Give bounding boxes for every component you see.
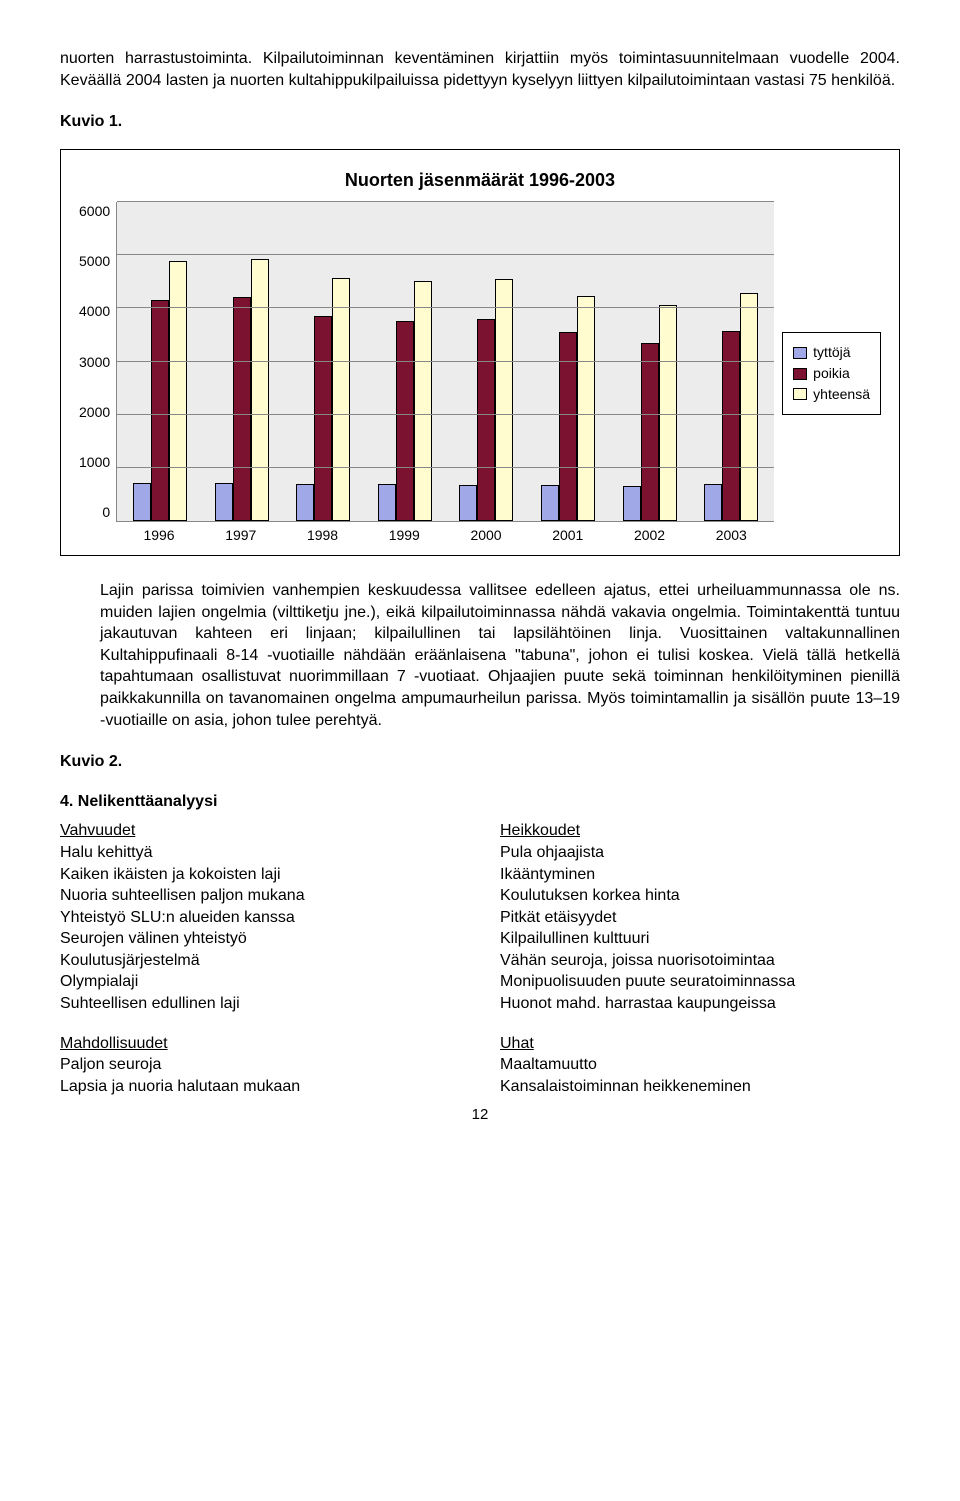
bar bbox=[414, 281, 432, 522]
legend-item: yhteensä bbox=[793, 385, 870, 404]
section-4-heading: 4. Nelikenttäanalyysi bbox=[60, 791, 900, 813]
swot-item: Kansalaistoiminnan heikkeneminen bbox=[500, 1076, 900, 1098]
bar-group bbox=[704, 293, 758, 521]
swot-strengths: VahvuudetHalu kehittyäKaiken ikäisten ja… bbox=[60, 820, 460, 1014]
chart-x-axis: 1996 1997 1998 1999 2000 2001 2002 2003 bbox=[116, 526, 774, 545]
swot-item: Ikääntyminen bbox=[500, 864, 900, 886]
swot-item: Lapsia ja nuoria halutaan mukaan bbox=[60, 1076, 460, 1098]
swot-item: Pitkät etäisyydet bbox=[500, 907, 900, 929]
bar bbox=[332, 278, 350, 521]
y-tick-label: 4000 bbox=[79, 302, 110, 321]
swot-item: Seurojen välinen yhteistyö bbox=[60, 928, 460, 950]
y-tick-label: 5000 bbox=[79, 252, 110, 271]
legend-label: yhteensä bbox=[813, 385, 870, 404]
x-tick-label: 2002 bbox=[620, 526, 680, 545]
kuvio1-heading: Kuvio 1. bbox=[60, 111, 900, 133]
bar-group bbox=[215, 259, 269, 521]
chart-container: Nuorten jäsenmäärät 1996-2003 6000 5000 40… bbox=[60, 149, 900, 556]
x-tick-label: 1999 bbox=[374, 526, 434, 545]
bar bbox=[378, 484, 396, 521]
swot-item: Halu kehittyä bbox=[60, 842, 460, 864]
bar bbox=[704, 484, 722, 521]
bar bbox=[722, 331, 740, 521]
bar-group bbox=[133, 261, 187, 521]
bar bbox=[577, 296, 595, 521]
swot-opportunities: MahdollisuudetPaljon seurojaLapsia ja nu… bbox=[60, 1033, 460, 1098]
bar bbox=[151, 300, 169, 521]
bar bbox=[396, 321, 414, 522]
bar bbox=[314, 316, 332, 521]
swot-item: Koulutuksen korkea hinta bbox=[500, 885, 900, 907]
bar bbox=[740, 293, 758, 521]
legend-item: tyttöjä bbox=[793, 343, 870, 362]
swot-item: Pula ohjaajista bbox=[500, 842, 900, 864]
swot-item: Monipuolisuuden puute seuratoiminnassa bbox=[500, 971, 900, 993]
chart-plot-area bbox=[116, 202, 774, 522]
bar bbox=[251, 259, 269, 521]
swot-item: Kilpailullinen kulttuuri bbox=[500, 928, 900, 950]
swot-heading: Mahdollisuudet bbox=[60, 1033, 460, 1055]
swot-weaknesses: HeikkoudetPula ohjaajistaIkääntyminenKou… bbox=[500, 820, 900, 1014]
bar bbox=[233, 297, 251, 521]
legend-swatch bbox=[793, 388, 807, 400]
legend-swatch bbox=[793, 368, 807, 380]
y-tick-label: 3000 bbox=[79, 353, 110, 372]
chart-legend: tyttöjä poikia yhteensä bbox=[782, 332, 881, 415]
swot-item: Kaiken ikäisten ja kokoisten laji bbox=[60, 864, 460, 886]
swot-item: Nuoria suhteellisen paljon mukana bbox=[60, 885, 460, 907]
chart-title: Nuorten jäsenmäärät 1996-2003 bbox=[79, 168, 881, 192]
legend-label: tyttöjä bbox=[813, 343, 850, 362]
page-number: 12 bbox=[60, 1105, 900, 1125]
bar bbox=[623, 486, 641, 521]
bar bbox=[459, 485, 477, 521]
x-tick-label: 1998 bbox=[293, 526, 353, 545]
bar bbox=[169, 261, 187, 521]
swot-heading: Uhat bbox=[500, 1033, 900, 1055]
swot-item: Maaltamuutto bbox=[500, 1054, 900, 1076]
y-tick-label: 0 bbox=[79, 503, 110, 522]
bar bbox=[541, 485, 559, 521]
swot-item: Paljon seuroja bbox=[60, 1054, 460, 1076]
chart-y-axis: 6000 5000 4000 3000 2000 1000 0 bbox=[79, 202, 116, 522]
bar bbox=[477, 319, 495, 521]
x-tick-label: 1996 bbox=[129, 526, 189, 545]
bar bbox=[215, 483, 233, 521]
legend-label: poikia bbox=[813, 364, 850, 383]
kuvio2-heading: Kuvio 2. bbox=[60, 751, 900, 773]
swot-item: Koulutusjärjestelmä bbox=[60, 950, 460, 972]
x-tick-label: 2001 bbox=[538, 526, 598, 545]
bar bbox=[133, 483, 151, 521]
swot-item: Huonot mahd. harrastaa kaupungeissa bbox=[500, 993, 900, 1015]
swot-threats: UhatMaaltamuuttoKansalaistoiminnan heikk… bbox=[500, 1033, 900, 1098]
bar bbox=[296, 484, 314, 521]
swot-item: Suhteellisen edullinen laji bbox=[60, 993, 460, 1015]
x-tick-label: 1997 bbox=[211, 526, 271, 545]
x-tick-label: 2000 bbox=[456, 526, 516, 545]
swot-row-1: VahvuudetHalu kehittyäKaiken ikäisten ja… bbox=[60, 820, 900, 1014]
legend-item: poikia bbox=[793, 364, 870, 383]
swot-item: Vähän seuroja, joissa nuorisotoimintaa bbox=[500, 950, 900, 972]
legend-swatch bbox=[793, 347, 807, 359]
y-tick-label: 6000 bbox=[79, 202, 110, 221]
swot-item: Olympialaji bbox=[60, 971, 460, 993]
bar-group bbox=[459, 279, 513, 521]
bar bbox=[641, 343, 659, 521]
swot-row-2: MahdollisuudetPaljon seurojaLapsia ja nu… bbox=[60, 1033, 900, 1098]
x-tick-label: 2003 bbox=[701, 526, 761, 545]
swot-item: Yhteistyö SLU:n alueiden kanssa bbox=[60, 907, 460, 929]
y-tick-label: 1000 bbox=[79, 453, 110, 472]
bar-group bbox=[296, 278, 350, 521]
intro-paragraph: nuorten harrastustoiminta. Kilpailutoimi… bbox=[60, 48, 900, 91]
bar bbox=[495, 279, 513, 521]
y-tick-label: 2000 bbox=[79, 403, 110, 422]
swot-heading: Vahvuudet bbox=[60, 820, 460, 842]
bar-group bbox=[541, 296, 595, 521]
swot-heading: Heikkoudet bbox=[500, 820, 900, 842]
body-paragraph: Lajin parissa toimivien vanhempien kesku… bbox=[100, 580, 900, 731]
bar-group bbox=[378, 281, 432, 522]
